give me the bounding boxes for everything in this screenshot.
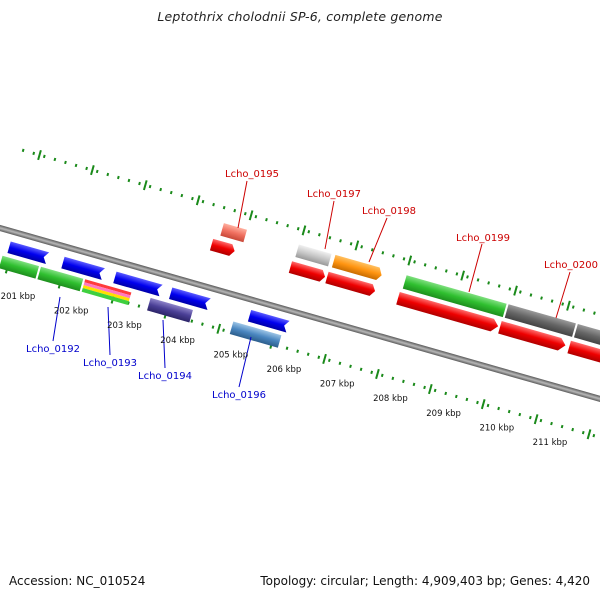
outer-minor-ticks <box>21 148 600 327</box>
gene-label-lcho-0198[interactable]: Lcho_0198 <box>362 206 416 217</box>
outer-major-tick <box>142 180 148 191</box>
inner-major-tick <box>586 429 592 440</box>
outer-major-tick <box>407 255 413 266</box>
scale-label: 204 kbp <box>160 336 195 346</box>
gene-arrow[interactable] <box>567 340 600 372</box>
genome-summary-label: Topology: circular; Length: 4,909,403 bp… <box>260 574 590 588</box>
outer-major-tick <box>37 149 42 161</box>
gene-block[interactable] <box>402 275 507 318</box>
gene-block[interactable] <box>229 321 282 348</box>
gene-block[interactable] <box>504 304 576 337</box>
outer-major-ticks <box>37 149 571 311</box>
scale-label: 206 kbp <box>267 365 302 375</box>
gene-arrow[interactable] <box>209 238 236 257</box>
outer-major-tick <box>513 285 518 296</box>
scale-label: 205 kbp <box>213 350 248 360</box>
outer-major-tick <box>301 225 307 236</box>
forward-strand-features <box>209 223 600 372</box>
leader-line <box>238 336 252 388</box>
gene-label-lcho-0192[interactable]: Lcho_0192 <box>26 344 80 355</box>
outer-major-tick <box>248 210 254 221</box>
leader-line <box>555 271 571 319</box>
gene-label-lcho-0194[interactable]: Lcho_0194 <box>138 371 192 382</box>
outer-major-tick <box>354 240 360 251</box>
gene-arrow[interactable] <box>325 271 376 297</box>
map-title: Leptothrix cholodnii SP-6, complete geno… <box>157 9 443 24</box>
leader-line <box>324 200 335 250</box>
gene-arrow[interactable] <box>113 271 163 297</box>
scale-label: 202 kbp <box>54 307 89 317</box>
scale-label: 208 kbp <box>373 394 408 404</box>
gene-block[interactable] <box>295 244 332 267</box>
chromosome-backbone <box>0 219 600 412</box>
gene-label-lcho-0195[interactable]: Lcho_0195 <box>225 169 279 180</box>
outer-major-tick <box>90 165 95 176</box>
gene-block[interactable] <box>0 255 40 279</box>
inner-major-tick <box>322 353 327 365</box>
leader-line <box>162 319 166 369</box>
gene-arrow[interactable] <box>61 256 105 280</box>
leader-line <box>468 243 483 293</box>
outer-major-tick <box>195 195 201 206</box>
outer-tick-ring <box>21 148 600 327</box>
label-leader-lines <box>52 180 571 388</box>
scale-label: 210 kbp <box>479 423 514 433</box>
inner-major-tick <box>375 368 380 380</box>
gene-block[interactable] <box>37 266 84 292</box>
gene-arrow[interactable] <box>169 287 211 310</box>
gene-labels: Lcho_0192 Lcho_0193 Lcho_0194 Lcho_0195 … <box>26 169 598 401</box>
scale-labels: 201 kbp 202 kbp 203 kbp 204 kbp 205 kbp 206 k… <box>1 292 568 448</box>
leader-line <box>237 180 248 229</box>
rrna-operon-block[interactable] <box>81 279 132 305</box>
gene-arrow[interactable] <box>396 291 500 333</box>
inner-major-tick <box>533 414 539 425</box>
scale-label: 207 kbp <box>320 380 355 390</box>
leader-line <box>52 296 61 342</box>
gene-label-lcho-0199[interactable]: Lcho_0199 <box>456 233 510 244</box>
inner-major-tick <box>428 383 433 395</box>
scale-label: 211 kbp <box>533 438 568 448</box>
inner-major-tick <box>216 323 222 334</box>
gene-arrow[interactable] <box>498 321 567 352</box>
gene-arrow[interactable] <box>7 241 50 264</box>
outer-major-tick <box>460 270 465 281</box>
gene-block[interactable] <box>573 323 600 349</box>
inner-major-tick <box>480 399 486 410</box>
accession-label: Accession: NC_010524 <box>9 574 146 588</box>
gene-arrow[interactable] <box>331 254 384 281</box>
leader-line <box>107 306 111 356</box>
gene-label-lcho-0193[interactable]: Lcho_0193 <box>83 358 137 369</box>
gene-label-lcho-0196[interactable]: Lcho_0196 <box>212 390 266 401</box>
inner-minor-ticks <box>0 262 600 441</box>
gene-block[interactable] <box>220 223 247 243</box>
gene-label-lcho-0200[interactable]: Lcho_0200 <box>544 260 598 271</box>
gene-arrow[interactable] <box>247 309 290 333</box>
outer-major-tick <box>566 300 571 311</box>
gene-arrow[interactable] <box>288 261 327 282</box>
scale-label: 201 kbp <box>1 292 36 302</box>
leader-line <box>368 217 388 263</box>
scale-label: 203 kbp <box>107 321 142 331</box>
gene-label-lcho-0197[interactable]: Lcho_0197 <box>307 189 361 200</box>
gene-block[interactable] <box>147 297 193 323</box>
reverse-strand-features <box>0 241 290 348</box>
scale-label: 209 kbp <box>426 409 461 419</box>
